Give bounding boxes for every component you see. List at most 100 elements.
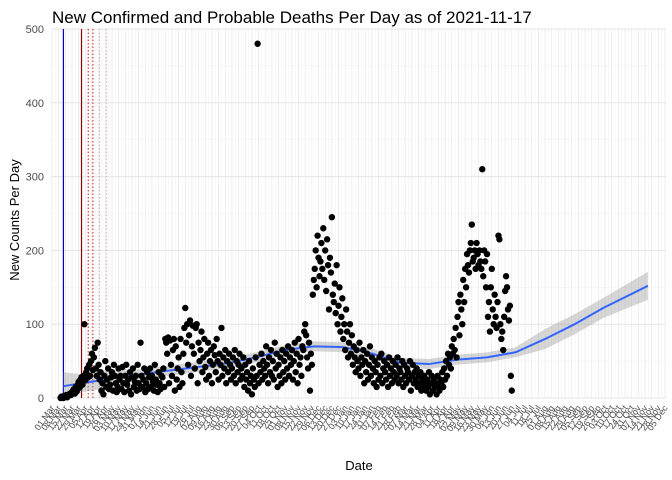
data-point <box>455 298 462 306</box>
data-point <box>322 287 330 295</box>
data-point <box>177 335 184 343</box>
data-point <box>318 239 325 247</box>
data-point <box>240 354 247 361</box>
confidence-band <box>63 271 648 401</box>
data-point <box>223 380 230 387</box>
data-point <box>297 354 304 361</box>
data-point <box>459 321 466 328</box>
data-point <box>378 350 385 357</box>
data-point <box>345 339 353 346</box>
data-point <box>320 225 327 232</box>
data-point <box>407 387 415 394</box>
data-point <box>343 328 351 335</box>
data-point <box>254 40 261 47</box>
data-point <box>498 335 505 343</box>
data-point <box>90 354 98 361</box>
data-point <box>94 339 101 346</box>
data-point <box>111 372 119 380</box>
data-point <box>262 372 269 380</box>
data-point <box>173 376 180 383</box>
grid-lines <box>51 28 666 399</box>
data-point <box>202 363 209 371</box>
data-point <box>325 306 333 313</box>
data-point <box>453 354 460 361</box>
data-point <box>311 265 318 273</box>
data-point <box>357 372 364 380</box>
data-point <box>124 381 131 388</box>
data-point <box>245 357 253 365</box>
data-point <box>482 284 490 291</box>
data-point <box>397 368 404 376</box>
data-point <box>252 354 259 361</box>
data-point <box>106 381 114 388</box>
data-point <box>503 284 511 291</box>
data-point <box>367 372 375 380</box>
data-point <box>348 332 356 339</box>
data-point <box>491 291 498 298</box>
data-point <box>499 328 506 335</box>
data-point <box>178 368 185 376</box>
y-tick-label: 400 <box>26 98 44 110</box>
data-point <box>460 276 467 284</box>
data-point <box>480 273 487 280</box>
data-point <box>310 276 317 284</box>
data-point <box>473 239 480 247</box>
data-point <box>132 372 139 380</box>
data-point <box>338 313 345 321</box>
data-point <box>506 302 514 309</box>
data-point <box>340 335 347 343</box>
data-point <box>467 239 475 247</box>
data-point <box>195 339 202 346</box>
data-point <box>219 372 226 380</box>
data-points <box>57 40 515 402</box>
confidence-ribbon <box>63 271 648 401</box>
data-point <box>451 346 458 354</box>
data-point <box>213 335 220 343</box>
data-point <box>182 304 189 312</box>
data-point <box>170 335 178 343</box>
data-point <box>197 346 204 354</box>
data-point <box>86 372 94 380</box>
y-axis-title: New Counts Per Day <box>7 159 22 281</box>
data-point <box>275 361 282 368</box>
data-point <box>198 328 205 335</box>
data-point <box>319 265 326 273</box>
data-point <box>362 368 370 376</box>
data-point <box>476 247 483 254</box>
data-point <box>100 391 107 398</box>
data-point <box>450 335 457 343</box>
data-point <box>231 346 238 354</box>
data-point <box>330 298 337 306</box>
data-point <box>194 380 201 387</box>
data-point <box>313 284 320 291</box>
data-point <box>440 383 447 391</box>
plot-panel <box>51 28 666 402</box>
x-axis-title: Date <box>345 458 372 473</box>
data-point <box>374 361 381 368</box>
data-point <box>165 380 173 387</box>
data-point <box>156 380 163 387</box>
data-point <box>180 350 187 357</box>
data-point <box>212 368 219 376</box>
data-point <box>258 350 265 357</box>
data-point <box>508 387 515 394</box>
data-point <box>95 361 102 368</box>
data-point <box>199 368 206 376</box>
data-point <box>184 361 192 368</box>
data-point <box>193 321 200 328</box>
y-axis-ticks: 0 100 200 300 400 500 <box>26 24 44 405</box>
data-point <box>341 321 348 328</box>
data-point <box>312 247 319 254</box>
data-point <box>373 383 380 391</box>
data-point <box>332 309 339 317</box>
data-point <box>458 306 465 313</box>
data-point <box>209 361 217 368</box>
data-point <box>294 380 301 387</box>
data-point <box>172 343 179 350</box>
data-point <box>349 361 357 368</box>
data-point <box>295 335 302 343</box>
data-point <box>466 247 474 254</box>
data-point <box>127 391 135 398</box>
